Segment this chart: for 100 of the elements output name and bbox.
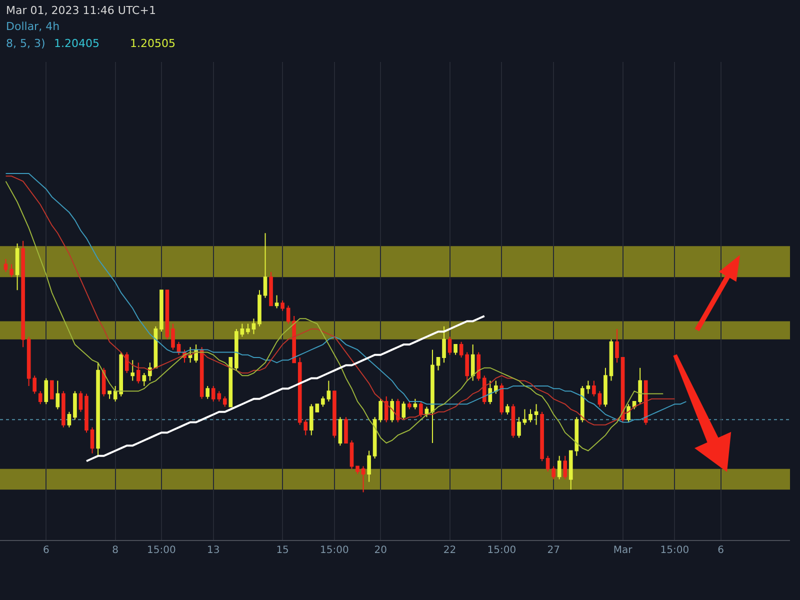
candlestick [222,396,227,408]
candlestick [26,336,31,386]
candlestick [228,356,233,408]
candlestick [586,380,590,394]
candlestick [448,336,452,356]
candlestick [563,455,568,480]
candlestick [263,232,268,298]
candlestick [540,411,544,462]
candlestick [258,290,262,327]
candlestick [604,367,608,408]
candlestick [506,404,510,415]
candlestick [84,393,88,434]
candlestick [332,390,336,438]
candlestick [119,352,124,397]
candlestick [378,398,382,423]
candlestick [67,411,72,428]
x-tick-label: 13 [206,545,220,556]
candlestick [384,396,388,423]
candlestick [609,338,614,382]
candlestick [32,375,37,394]
candlestick [234,328,238,371]
candlestick [459,341,464,358]
candlestick [338,416,342,446]
x-tick-label: Mar [613,545,634,556]
candlestick [252,318,256,335]
x-tick-label: 15 [276,545,289,556]
candlestick [413,398,418,410]
candlestick [274,294,279,309]
candlestick [280,300,284,312]
candlestick [108,390,112,400]
candlestick [90,426,94,454]
candlestick [130,360,135,382]
x-tick-label: 27 [547,545,560,556]
text: Dollar, 4h [6,20,60,33]
candlestick [142,372,146,386]
candlestick [246,323,250,335]
candlestick [165,290,170,340]
candlestick [552,466,556,480]
candlestick [15,242,20,291]
candlestick [476,352,481,382]
candlestick [96,362,100,456]
candlestick [367,450,371,482]
x-tick-label: 8 [112,545,119,556]
candlestick [522,408,527,426]
candlestick [580,385,584,423]
candlestick [50,380,54,400]
candlestick [442,326,446,364]
candlestick [390,398,394,423]
candlestick [56,380,60,410]
candlestick [436,356,440,371]
text: 1.20505 [130,37,176,50]
x-tick-label: 6 [718,545,724,556]
x-tick-label: 15:00 [660,545,690,556]
candlestick [10,264,14,278]
candlestick [638,367,642,405]
candlestick [171,323,175,350]
candlestick [528,408,532,423]
candlestick [511,404,516,438]
candlestick [148,362,152,382]
candlestick [557,455,562,480]
candlestick [454,344,458,356]
candlestick [321,396,325,408]
candlestick [350,440,354,470]
candlestick [470,344,475,382]
candlestick [292,316,296,364]
candlestick [124,352,129,374]
x-tick-label: 22 [443,545,456,556]
candlestick [626,404,630,423]
candlestick [408,401,412,410]
candlestick [44,378,48,405]
candlestick [402,401,406,420]
candlestick [430,349,434,444]
candlestick [615,328,619,364]
candlestick [396,398,400,423]
x-tick-label: 6 [42,545,50,556]
candlestick [494,380,498,394]
candlestick [356,466,360,475]
candlestick [78,390,83,412]
candlestick [286,305,290,324]
x-tick-label: 15:00 [320,545,349,556]
candlestick [38,390,42,405]
candlestick [517,416,521,438]
candlestick [269,271,273,306]
candlestick [21,240,25,348]
x-tick-label: 15:00 [147,545,176,556]
candlestick [482,375,486,405]
candlestick [160,290,164,332]
candlestick [188,346,192,364]
candlestick [488,380,492,405]
candlestick [73,390,77,420]
text: 8, 5, 3) [6,37,46,50]
text: 1.20405 [54,37,100,50]
candlestick [598,390,602,408]
candlestick [534,404,538,426]
candlestick [4,258,8,272]
x-tick-label: 20 [374,545,387,556]
candlestick [113,385,118,402]
candlestick [344,416,348,444]
candlestick [465,352,469,382]
candlestick [419,401,423,418]
